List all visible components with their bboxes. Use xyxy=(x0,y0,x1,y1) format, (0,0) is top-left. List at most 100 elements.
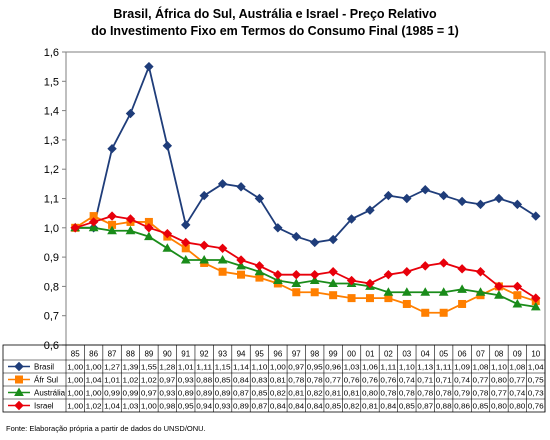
data-table-cell: 1,01 xyxy=(178,365,194,372)
x-tick-label: 04 xyxy=(421,350,430,359)
x-tick-label: 09 xyxy=(513,350,522,359)
data-point xyxy=(458,299,467,308)
data-point xyxy=(530,301,541,311)
x-tick-label: 88 xyxy=(126,350,135,359)
data-point xyxy=(365,294,374,303)
data-table-cell: 0,84 xyxy=(380,404,396,411)
data-table-cell: 0,77 xyxy=(473,378,489,385)
data-table-cell: 0,85 xyxy=(215,378,231,385)
x-tick-label: 00 xyxy=(347,350,356,359)
data-point xyxy=(328,278,338,287)
data-table-cell: 0,93 xyxy=(178,378,194,385)
legend-label: Israel xyxy=(34,402,54,411)
data-point xyxy=(310,269,320,280)
data-table-cell: 1,04 xyxy=(104,404,120,411)
data-point xyxy=(310,237,320,248)
data-point xyxy=(512,199,523,210)
data-point xyxy=(383,190,394,201)
data-table-cell: 1,28 xyxy=(159,365,175,372)
data-point xyxy=(125,225,136,235)
data-point xyxy=(125,108,136,119)
data-point xyxy=(162,228,173,239)
data-point xyxy=(346,275,357,286)
data-point xyxy=(217,179,228,189)
data-table-cell: 0,89 xyxy=(215,391,231,398)
x-tick-label: 91 xyxy=(181,350,190,359)
data-table-cell: 0,82 xyxy=(307,391,323,398)
data-table-cell: 1,14 xyxy=(233,365,249,372)
data-point xyxy=(70,223,80,233)
data-table-cell: 0,71 xyxy=(436,378,452,385)
data-point xyxy=(329,291,338,300)
legend-label: Brasil xyxy=(34,363,54,372)
y-tick-label: 1,5 xyxy=(44,76,59,88)
data-point xyxy=(273,223,283,233)
data-point xyxy=(14,361,24,372)
data-table-cell: 1,04 xyxy=(86,378,102,385)
data-point xyxy=(402,193,412,204)
x-tick-label: 93 xyxy=(218,350,227,359)
data-point xyxy=(494,290,504,299)
data-table-cell: 0,98 xyxy=(159,404,175,411)
x-tick-label: 06 xyxy=(458,350,467,359)
data-table-cell: 1,02 xyxy=(141,378,157,385)
data-point xyxy=(273,269,283,280)
x-tick-label: 85 xyxy=(71,350,80,359)
data-table-cell: 0,77 xyxy=(491,391,507,398)
data-point xyxy=(217,255,228,264)
data-point xyxy=(438,287,449,296)
data-table-cell: 1,09 xyxy=(454,365,470,372)
data-table-cell: 1,04 xyxy=(528,365,544,372)
y-tick-label: 1,6 xyxy=(44,47,59,59)
data-point xyxy=(254,193,265,204)
data-point xyxy=(494,193,504,204)
data-table-cell: 0,76 xyxy=(362,378,378,385)
data-point xyxy=(346,214,357,224)
data-point xyxy=(494,281,504,292)
data-table-cell: 0,76 xyxy=(380,378,396,385)
data-table-cell: 0,85 xyxy=(325,404,341,411)
data-table-cell: 0,78 xyxy=(436,391,452,398)
y-tick-label: 1,0 xyxy=(44,223,59,235)
data-table-cell: 0,80 xyxy=(362,391,378,398)
data-table-cell: 0,78 xyxy=(380,391,396,398)
data-point xyxy=(180,255,191,264)
data-table-cell: 0,76 xyxy=(344,378,360,385)
data-point xyxy=(292,288,301,297)
legend-label: Austrália xyxy=(34,389,66,398)
data-point xyxy=(475,287,486,296)
x-tick-label: 92 xyxy=(200,350,209,359)
data-table-cell: 0,85 xyxy=(251,391,267,398)
data-point xyxy=(365,205,375,215)
data-table-cell: 1,13 xyxy=(417,365,433,372)
data-table-cell: 0,89 xyxy=(233,404,249,411)
x-tick-label: 02 xyxy=(384,350,393,359)
data-table-cell: 1,02 xyxy=(123,378,139,385)
data-table-cell: 0,81 xyxy=(325,391,341,398)
data-table-cell: 1,00 xyxy=(86,391,102,398)
data-point xyxy=(328,234,338,245)
x-tick-label: 89 xyxy=(144,350,153,359)
data-table-cell: 0,89 xyxy=(178,391,194,398)
data-table-cell: 1,11 xyxy=(196,365,212,372)
data-point xyxy=(107,211,117,221)
data-point xyxy=(15,375,23,384)
data-point xyxy=(475,267,486,277)
series-line xyxy=(74,215,537,299)
data-table-cell: 0,80 xyxy=(491,404,507,411)
x-tick-label: 86 xyxy=(89,350,98,359)
data-point xyxy=(310,288,319,297)
data-table-cell: 0,97 xyxy=(288,365,304,372)
data-table-cell: 0,96 xyxy=(325,365,341,372)
data-point xyxy=(531,293,541,303)
data-table-cell: 0,82 xyxy=(270,391,286,398)
data-point xyxy=(438,190,449,201)
data-table-cell: 0,78 xyxy=(417,391,433,398)
data-point xyxy=(125,214,136,224)
data-point xyxy=(107,143,117,154)
data-table-cell: 0,82 xyxy=(344,404,360,411)
data-table-cell: 1,00 xyxy=(270,365,286,372)
data-table-cell: 1,00 xyxy=(67,404,83,411)
data-point xyxy=(273,275,283,285)
data-point xyxy=(457,284,467,293)
